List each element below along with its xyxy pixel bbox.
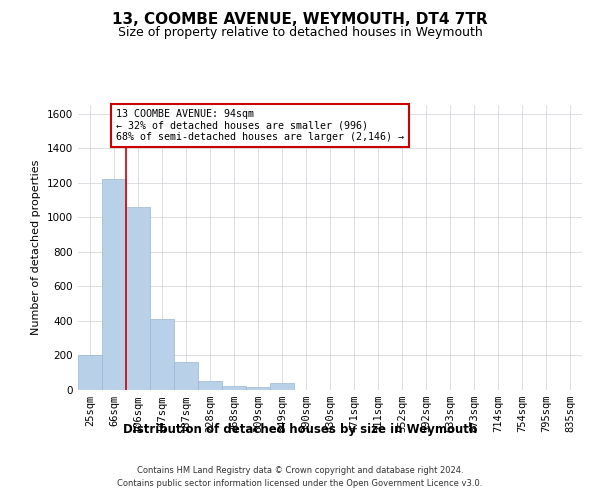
Bar: [126, 207, 150, 390]
Bar: [246, 388, 270, 390]
Bar: [174, 362, 198, 390]
Bar: [222, 386, 246, 390]
Bar: [198, 382, 222, 390]
Text: Contains HM Land Registry data © Crown copyright and database right 2024.: Contains HM Land Registry data © Crown c…: [137, 466, 463, 475]
Bar: [102, 180, 126, 390]
Bar: [78, 356, 102, 390]
Text: 13, COOMBE AVENUE, WEYMOUTH, DT4 7TR: 13, COOMBE AVENUE, WEYMOUTH, DT4 7TR: [112, 12, 488, 28]
Text: Contains public sector information licensed under the Open Government Licence v3: Contains public sector information licen…: [118, 479, 482, 488]
Y-axis label: Number of detached properties: Number of detached properties: [31, 160, 41, 335]
Bar: [150, 319, 174, 390]
Bar: [270, 383, 294, 390]
Text: Distribution of detached houses by size in Weymouth: Distribution of detached houses by size …: [123, 422, 477, 436]
Text: 13 COOMBE AVENUE: 94sqm
← 32% of detached houses are smaller (996)
68% of semi-d: 13 COOMBE AVENUE: 94sqm ← 32% of detache…: [116, 110, 404, 142]
Text: Size of property relative to detached houses in Weymouth: Size of property relative to detached ho…: [118, 26, 482, 39]
